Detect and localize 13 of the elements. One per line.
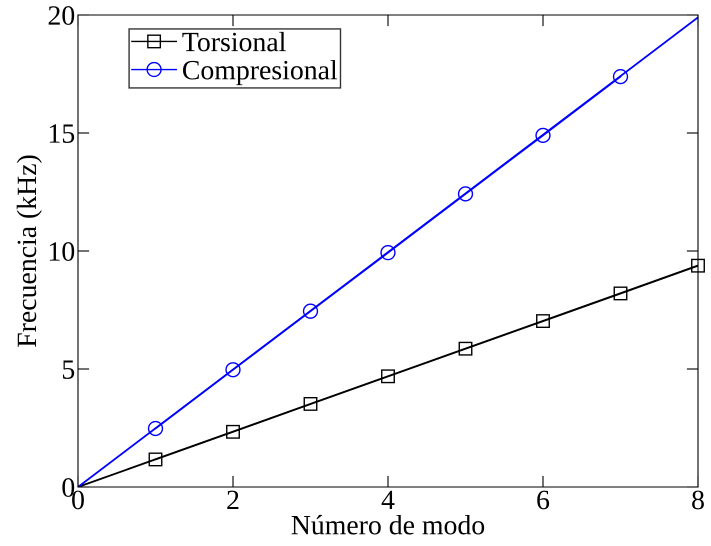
legend-label: Torsional [182,32,286,52]
y-tick-label: 20 [48,6,74,25]
x-axis-title: Número de modo [292,514,484,535]
y-tick-label: 15 [50,124,74,143]
x-tick-label: 8 [692,490,704,510]
x-tick-label: 6 [537,490,550,510]
y-tick-label: 0 [62,478,74,497]
y-axis-title: Frecuencia (kHz) [16,155,42,347]
x-tick-label: 2 [227,490,238,510]
y-tick-label: 10 [50,242,74,261]
legend-label: Compresional [183,60,338,86]
x-tick-label: 4 [382,490,395,510]
y-tick-label: 5 [62,360,74,379]
